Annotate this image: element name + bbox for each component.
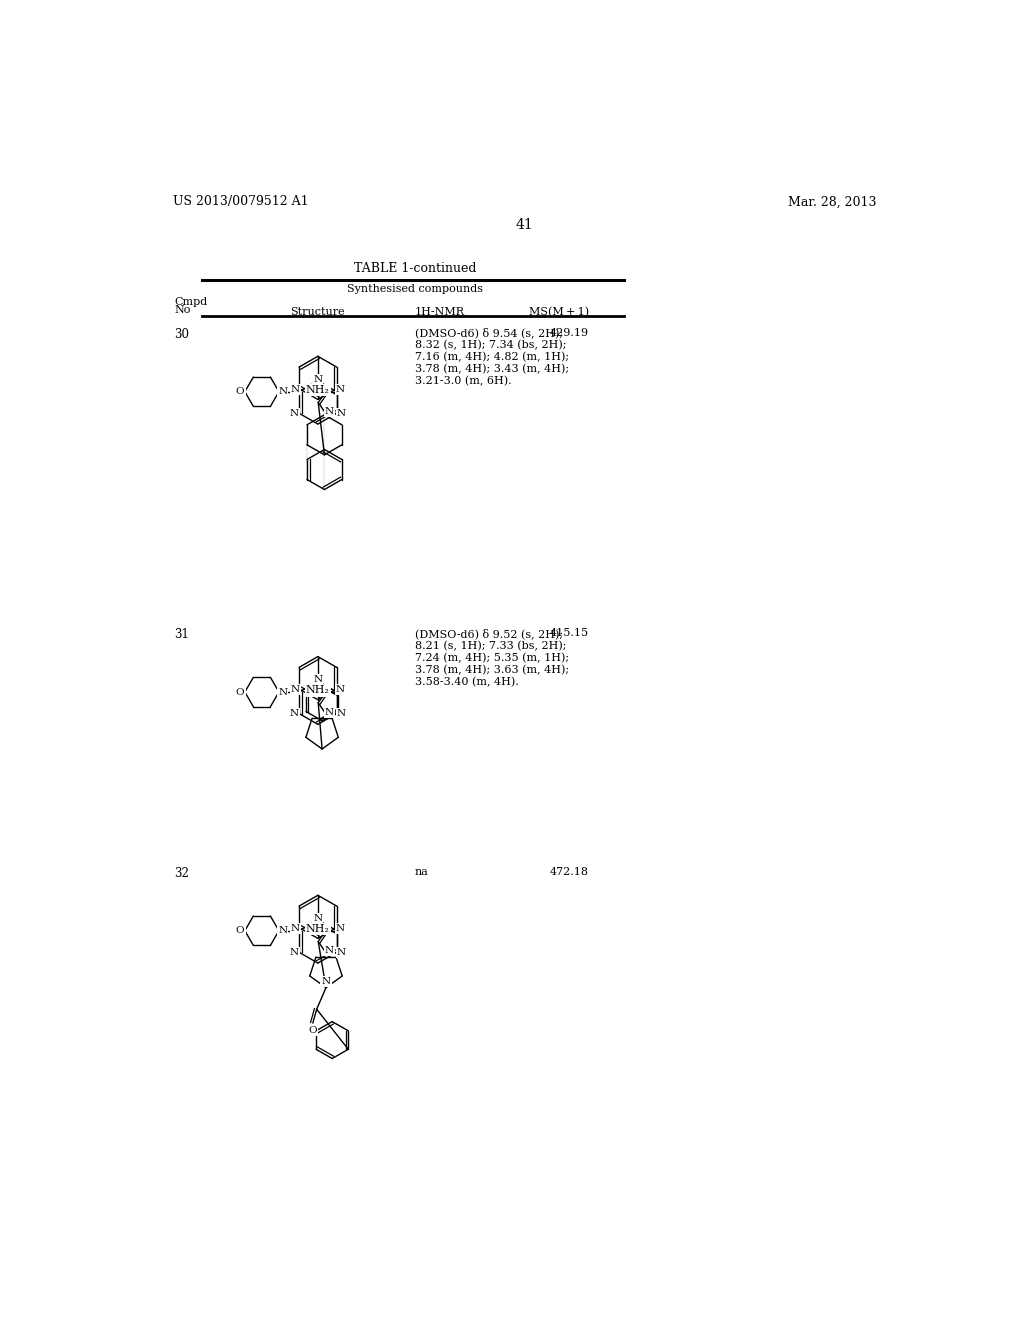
Text: 30: 30 xyxy=(174,327,189,341)
Text: 429.19: 429.19 xyxy=(550,327,589,338)
Text: N: N xyxy=(279,387,288,396)
Text: N: N xyxy=(291,685,300,694)
Text: (DMSO-d6) δ 9.52 (s, 2H);
8.21 (s, 1H); 7.33 (bs, 2H);
7.24 (m, 4H); 5.35 (m, 1H: (DMSO-d6) δ 9.52 (s, 2H); 8.21 (s, 1H); … xyxy=(415,628,569,686)
Text: NH₂: NH₂ xyxy=(306,924,330,935)
Text: N: N xyxy=(325,708,334,717)
Text: Structure: Structure xyxy=(291,308,345,317)
Text: 472.18: 472.18 xyxy=(550,867,589,876)
Text: Cmpd: Cmpd xyxy=(174,297,208,308)
Text: na: na xyxy=(415,867,429,876)
Text: Synthesised compounds: Synthesised compounds xyxy=(347,284,482,294)
Text: N: N xyxy=(313,375,323,384)
Text: N: N xyxy=(325,946,334,956)
Text: N: N xyxy=(337,948,346,957)
Text: Mar. 28, 2013: Mar. 28, 2013 xyxy=(788,195,877,209)
Text: N: N xyxy=(336,385,345,393)
Text: 415.15: 415.15 xyxy=(550,628,589,638)
Text: N: N xyxy=(313,676,323,684)
Text: 41: 41 xyxy=(516,218,534,232)
Text: O: O xyxy=(308,1027,317,1035)
Text: 32: 32 xyxy=(174,867,189,880)
Text: O: O xyxy=(236,387,245,396)
Text: N: N xyxy=(336,685,345,694)
Text: 31: 31 xyxy=(174,628,189,642)
Text: N: N xyxy=(291,385,300,393)
Text: N: N xyxy=(279,927,288,935)
Text: US 2013/0079512 A1: US 2013/0079512 A1 xyxy=(173,195,308,209)
Text: 1H-NMR: 1H-NMR xyxy=(415,308,465,317)
Text: N: N xyxy=(322,977,331,986)
Text: N: N xyxy=(337,409,346,417)
Text: O: O xyxy=(236,927,245,935)
Text: N: N xyxy=(290,409,299,417)
Text: N: N xyxy=(325,408,334,416)
Text: N: N xyxy=(336,924,345,933)
Text: N: N xyxy=(290,709,299,718)
Text: N: N xyxy=(279,688,288,697)
Text: N: N xyxy=(337,709,346,718)
Text: NH₂: NH₂ xyxy=(306,385,330,395)
Text: NH₂: NH₂ xyxy=(306,685,330,696)
Text: O: O xyxy=(236,688,245,697)
Text: MS(M + 1): MS(M + 1) xyxy=(529,308,589,317)
Text: TABLE 1-continued: TABLE 1-continued xyxy=(353,263,476,276)
Text: (DMSO-d6) δ 9.54 (s, 2H);
8.32 (s, 1H); 7.34 (bs, 2H);
7.16 (m, 4H); 4.82 (m, 1H: (DMSO-d6) δ 9.54 (s, 2H); 8.32 (s, 1H); … xyxy=(415,327,569,387)
Text: No: No xyxy=(174,305,190,314)
Text: N: N xyxy=(290,948,299,957)
Text: N: N xyxy=(313,913,323,923)
Text: N: N xyxy=(291,924,300,933)
